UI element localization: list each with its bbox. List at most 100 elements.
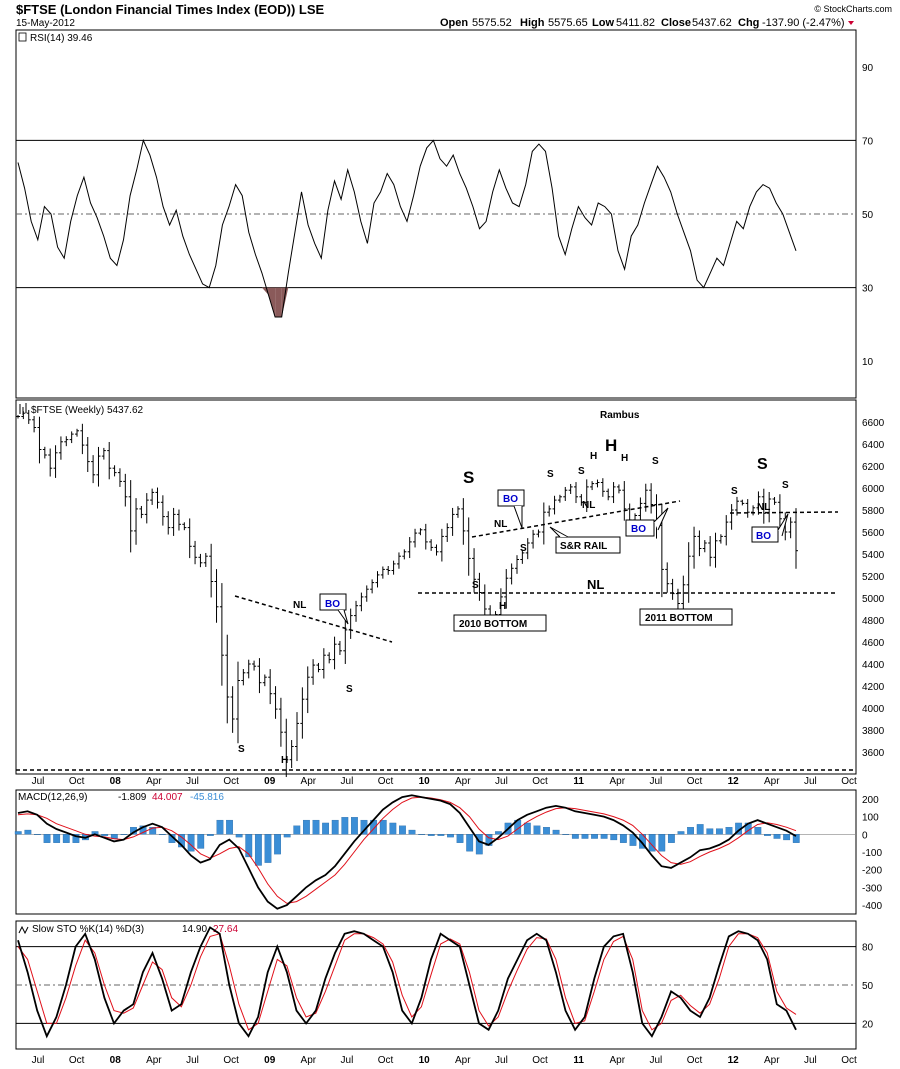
rsi-oversold-fill [268,287,276,318]
macd-hist-bar [245,834,253,858]
macd-hist-bar [197,834,205,849]
macd-hist-bar [629,834,637,846]
down-arrow-icon [848,21,854,25]
ohlc-bar [91,455,96,484]
sto-time-label: Jul [32,1055,45,1066]
ohlc-bar [622,481,627,521]
rsi-layer: 90 70 50 30 10 [16,63,874,368]
macd-line [17,794,797,910]
sto-time-label: Jul [495,1055,508,1066]
ohlc-bar [531,529,536,549]
ohlc-bar [541,502,546,545]
ohlc-bar [466,517,471,576]
macd-hist-bar [206,834,214,836]
ohlc-bar [354,600,359,622]
macd-signal-value: 44.007 [152,792,183,803]
ohlc-bar [670,578,675,600]
ohlc-bar [584,479,589,513]
ohlc-bar [187,518,192,559]
bottom-2011-text: 2011 BOTTOM [645,613,713,624]
price-time-label: Jul [804,776,817,787]
price-time-label: Apr [764,776,780,787]
sto-legend-icon [18,925,29,935]
macd-tick-label: -300 [862,883,882,894]
ann-nl-10: NL [494,519,507,530]
ann-h-09: H [281,755,288,766]
ohlc-bar [525,538,530,560]
macd-hist-bar [341,817,349,835]
macd-hist-bar [764,834,771,836]
macd-hist-bar [696,824,704,835]
ann-h-10: H [499,601,506,612]
ohlc-bar [101,447,106,460]
ohlc-bar [112,465,117,477]
price-time-label: Jul [186,776,199,787]
bo-text-11: BO [631,524,646,535]
price-time-label: Jul [650,776,663,787]
macd-tick-label: 0 [862,830,868,841]
ohlc-bar [278,697,283,747]
ohlc-bar [439,528,444,562]
low-value: 5411.82 [616,17,655,29]
ohlc-bar [568,483,573,494]
bottom-2011-box: 2011 BOTTOM [639,608,733,626]
ohlc-bar [262,674,267,687]
ohlc-bar [128,480,133,553]
ohlc-bar [472,548,477,593]
price-panel [15,399,857,775]
price-tick-label: 3600 [862,748,885,759]
bottom-2010-rect [453,614,547,632]
sto-time-label: Jul [186,1055,199,1066]
price-tick-label: 4800 [862,616,885,627]
rsi-tick-label: 70 [862,136,874,147]
ohlc-bar [85,437,90,472]
macd-hist-bar [274,834,281,855]
macd-layer: 200 100 0 -100 -200 -300 -400 [14,794,882,912]
macd-hist-bar [533,825,541,835]
chg-value: -137.90 (-2.47%) [762,17,845,29]
price-tick-label: 6400 [862,440,885,451]
price-time-label: Jul [495,776,508,787]
macd-hist-bar [62,834,70,843]
ohlc-bar [176,509,181,531]
ann-s-small-2: S [578,466,585,477]
macd-hist-bar [562,834,570,835]
macd-hist-bar [101,834,109,836]
bo-pointer-12 [777,513,789,537]
macd-hist-value: -45.816 [190,792,224,803]
ohlc-bar [772,496,777,505]
macd-hist-bar [293,825,301,835]
watermark: © StockCharts.com [814,4,892,14]
ohlc-bar [380,566,385,579]
sto-time-label: 12 [728,1055,740,1066]
ohlc-bar [600,478,605,497]
macd-panel [15,789,857,915]
rsi-tick-label: 90 [862,63,874,74]
macd-hist-bar [552,829,560,835]
sto-d-value: 27.64 [213,924,238,935]
sto-label: Slow STO %K(14) %D(3) [32,924,144,935]
rsi-oversold-fill [281,287,289,318]
ohlc-bar [203,552,208,567]
sto-d-line [17,933,797,1031]
ohlc-bar [359,592,364,612]
ohlc-bar [616,484,621,494]
ohlc-bar [16,414,20,419]
price-tick-label: 4400 [862,660,885,671]
ohlc-bar [654,494,659,539]
ohlc-bar [794,508,798,569]
macd-hist-bar [581,834,589,839]
macd-hist-bar [648,834,656,852]
ohlc-bar [434,544,439,556]
macd-hist-bar [264,834,272,863]
ohlc-bar [455,506,460,518]
price-tick-label: 5400 [862,550,885,561]
sto-tick-label: 50 [862,981,874,992]
neckline-09 [234,595,393,643]
bo-box-11 [625,519,655,537]
sto-time-label: Oct [69,1055,85,1066]
close-value: 5437.62 [692,17,732,29]
price-tick-label: 5800 [862,506,885,517]
rsi-tick-label: 50 [862,210,874,221]
ohlc-bar [638,497,643,524]
